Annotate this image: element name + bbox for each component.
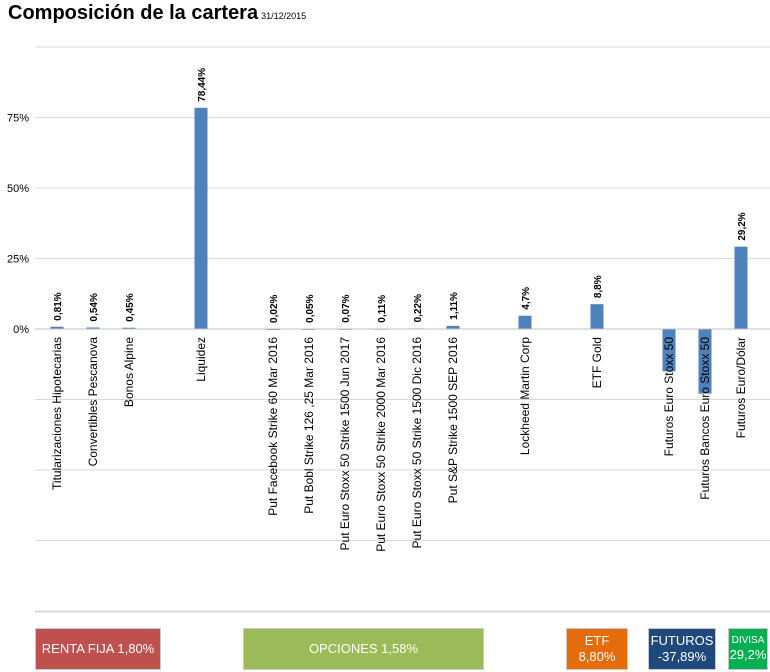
- data-label: 0,05%: [305, 294, 316, 322]
- category-etf-value: 8,80%: [578, 649, 616, 664]
- category-label: Liquidez: [194, 337, 208, 382]
- category-label: Put Bobl Strike 126 ,25 Mar 2016: [302, 337, 316, 514]
- category-renta-fija-box: RENTA FIJA 1,80%: [35, 628, 161, 670]
- category-label: Lockheed Martin Corp: [518, 337, 532, 455]
- category-opciones-label: OPCIONES 1,58%: [308, 640, 419, 656]
- bar: [446, 325, 460, 329]
- data-label: 8,8%: [593, 275, 604, 298]
- bar-chart: 0% 25% 50% 75% 0,81% 0,54% 0,45% 78,44% 0,02% 0,0…: [7, 46, 770, 613]
- category-opciones-box: OPCIONES 1,58%: [243, 628, 484, 670]
- data-label: 0,22%: [413, 294, 424, 322]
- y-tick-label: 50%: [7, 183, 29, 195]
- bar: [590, 304, 604, 329]
- category-etf-box: ETF 8,80%: [566, 628, 628, 670]
- category-label: Futuros Euro/Dólar: [734, 337, 748, 438]
- category-futuros-value: -37,89%: [657, 649, 707, 664]
- bar: [50, 326, 64, 329]
- bar: [518, 315, 532, 329]
- data-label: 0,81%: [53, 292, 64, 320]
- category-label: Put S&P Strike 1500 SEP 2016: [446, 337, 460, 504]
- data-label: 29,2%: [737, 212, 748, 240]
- data-label: 78,44%: [197, 68, 208, 102]
- category-divisa-value: 29,2%: [729, 647, 767, 663]
- data-label: 1,11%: [449, 292, 460, 320]
- data-label: 0,45%: [125, 293, 136, 321]
- title-date: 31/12/2015: [261, 11, 307, 21]
- y-tick-label: 0%: [13, 324, 29, 336]
- category-label: Convertibles Pescanova: [86, 337, 100, 467]
- category-divisa-box: DIVISA 29,2%: [728, 628, 768, 670]
- category-label: Put Facebook Strike 60 Mar 2016: [266, 337, 280, 516]
- data-label: 0,54%: [89, 293, 100, 321]
- category-label: Bonos Alpine: [122, 337, 136, 407]
- category-label: Put Euro Stoxx 50 Strike 2000 Mar 2016: [374, 337, 388, 552]
- category-label: Futuros Euro Stoxx 50: [662, 337, 676, 457]
- category-label: Put Euro Stoxx 50 Strike 1500 Jun 2017: [338, 337, 352, 551]
- category-label: Put Euro Stoxx 50 Strike 1500 Dic 2016: [410, 337, 424, 549]
- category-label: Futuros Bancos Euro Stoxx 50: [698, 337, 712, 500]
- bar: [698, 329, 712, 394]
- data-label: 4,7%: [521, 287, 532, 310]
- category-futuros-box: FUTUROS -37,89%: [648, 628, 716, 670]
- bar: [122, 327, 136, 329]
- category-label: Titularizaciones Hipotecarias: [50, 337, 64, 490]
- category-etf-label: ETF: [584, 632, 610, 648]
- bar: [194, 107, 208, 330]
- title-text: Composición de la cartera: [8, 2, 259, 24]
- data-label: 0,11%: [377, 295, 388, 323]
- page-title: Composición de la cartera 31/12/2015: [8, 2, 306, 25]
- category-futuros-label: FUTUROS: [650, 632, 714, 648]
- y-tick-label: 75%: [7, 113, 29, 125]
- category-renta-fija-label: RENTA FIJA 1,80%: [41, 640, 155, 656]
- category-label: ETF Gold: [590, 337, 604, 388]
- data-label: 0,07%: [341, 294, 352, 322]
- y-tick-label: 25%: [7, 254, 29, 266]
- category-divisa-label: DIVISA: [731, 634, 765, 646]
- bar: [734, 246, 748, 329]
- bar: [86, 327, 100, 329]
- bar: [662, 329, 676, 372]
- data-label: 0,02%: [269, 294, 280, 322]
